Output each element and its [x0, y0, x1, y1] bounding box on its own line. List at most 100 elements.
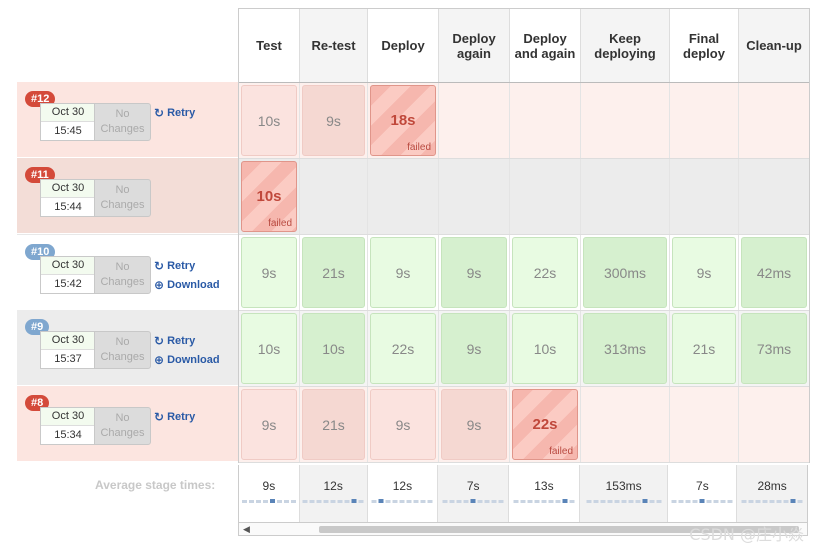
stage-duration[interactable]: 9s	[302, 85, 365, 156]
stage-duration[interactable]: 22s	[370, 313, 436, 384]
stage-cell[interactable]: 9s	[439, 235, 510, 310]
stage-duration[interactable]: 9s	[370, 389, 436, 460]
stage-cell[interactable]: 10s	[300, 311, 368, 386]
sparkline-bar	[290, 500, 296, 503]
average-value: 12s	[323, 479, 343, 493]
stage-duration[interactable]: 10s	[241, 85, 297, 156]
sparkline-bar	[783, 500, 789, 503]
scroll-left-icon[interactable]: ◀	[243, 524, 250, 534]
build-timestamp: Oct 30 15:45	[40, 103, 96, 141]
stage-duration[interactable]: 9s	[241, 389, 297, 460]
stage-duration-failed[interactable]: 18s failed	[370, 85, 436, 156]
stage-duration[interactable]: 9s	[441, 389, 507, 460]
stage-duration	[741, 85, 807, 156]
retry-link[interactable]: ↻ Retry	[154, 410, 195, 424]
retry-icon: ↻	[154, 410, 165, 424]
timing-sparkline	[302, 499, 364, 503]
sparkline-bar	[678, 500, 684, 503]
stage-cell	[739, 387, 809, 462]
stage-duration[interactable]: 10s	[241, 313, 297, 384]
stage-cell[interactable]: 9s	[239, 387, 300, 462]
stage-duration[interactable]: 21s	[302, 389, 365, 460]
stage-duration[interactable]: 21s	[302, 237, 365, 308]
stage-cell[interactable]: 9s	[368, 387, 439, 462]
download-link[interactable]: ⊕ Download	[154, 278, 220, 292]
duration-text: 313ms	[603, 340, 647, 357]
duration-text: 9s	[696, 264, 712, 281]
stage-duration[interactable]: 22s	[512, 237, 578, 308]
stage-cell[interactable]: 21s	[300, 387, 368, 462]
retry-link[interactable]: ↻ Retry	[154, 334, 195, 348]
stage-duration[interactable]: 10s	[512, 313, 578, 384]
stage-cell	[739, 83, 809, 158]
failed-flag: failed	[268, 218, 292, 229]
sparkline-bar	[371, 500, 377, 503]
stage-duration[interactable]: 9s	[370, 237, 436, 308]
scroll-thumb[interactable]	[319, 526, 799, 533]
stage-cell[interactable]: 73ms	[739, 311, 809, 386]
stage-cell[interactable]: 10s failed	[239, 159, 300, 234]
sparkline-bar	[534, 500, 540, 503]
average-row: 9s 12s 12s 7s 13s 153ms 7s 28ms	[238, 465, 808, 522]
retry-link[interactable]: ↻ Retry	[154, 259, 195, 273]
stage-duration[interactable]: 300ms	[583, 237, 667, 308]
stage-duration[interactable]: 313ms	[583, 313, 667, 384]
stage-duration[interactable]: 9s	[441, 313, 507, 384]
stage-cell[interactable]: 22s	[510, 235, 581, 310]
duration-text: 21s	[322, 416, 345, 433]
sparkline-bar	[769, 500, 775, 503]
stage-cell[interactable]: 42ms	[739, 235, 809, 310]
duration-text: 9s	[395, 416, 411, 433]
stage-duration[interactable]: 73ms	[741, 313, 807, 384]
stage-cell[interactable]: 9s	[670, 235, 739, 310]
sparkline-bar	[541, 500, 547, 503]
stage-cell[interactable]: 22s	[368, 311, 439, 386]
stage-duration[interactable]: 9s	[441, 237, 507, 308]
stage-cell[interactable]: 22s failed	[510, 387, 581, 462]
stage-cell[interactable]: 9s	[439, 311, 510, 386]
duration-text: 9s	[466, 340, 482, 357]
download-link[interactable]: ⊕ Download	[154, 353, 220, 367]
stage-duration-failed[interactable]: 10s failed	[241, 161, 297, 232]
sparkline-bar	[790, 499, 796, 503]
stage-cell[interactable]: 10s	[239, 83, 300, 158]
stage-duration[interactable]: 21s	[672, 313, 736, 384]
sparkline-bar	[302, 500, 308, 503]
timing-sparkline	[513, 499, 575, 503]
stage-duration-failed[interactable]: 22s failed	[512, 389, 578, 460]
sparkline-bar	[776, 500, 782, 503]
stage-cell[interactable]: 18s failed	[368, 83, 439, 158]
stage-duration[interactable]: 42ms	[741, 237, 807, 308]
stage-cell[interactable]: 10s	[510, 311, 581, 386]
horizontal-scrollbar[interactable]: ◀	[238, 522, 808, 536]
stage-duration[interactable]: 9s	[241, 237, 297, 308]
sparkline-bar	[649, 500, 655, 503]
sparkline-bar	[706, 500, 712, 503]
stage-cell[interactable]: 300ms	[581, 235, 670, 310]
stage-duration[interactable]: 9s	[672, 237, 736, 308]
stage-cell[interactable]: 313ms	[581, 311, 670, 386]
sparkline-bar	[527, 500, 533, 503]
stage-cell[interactable]: 9s	[439, 387, 510, 462]
action-label: Retry	[167, 411, 196, 423]
average-value: 153ms	[605, 479, 642, 493]
stage-duration[interactable]: 10s	[302, 313, 365, 384]
stage-cell[interactable]: 9s	[239, 235, 300, 310]
timing-sparkline	[442, 499, 504, 503]
stage-cell[interactable]: 10s	[239, 311, 300, 386]
stage-row: 9s 21s 9s 9s 22s failed	[239, 387, 809, 463]
stage-cell[interactable]: 9s	[300, 83, 368, 158]
build-row: #10 Oct 30 15:42 No Changes ↻ Retry ⊕ Download	[17, 234, 238, 310]
retry-link[interactable]: ↻ Retry	[154, 106, 195, 120]
duration-text: 22s	[532, 416, 558, 433]
sparkline-bar	[358, 500, 364, 503]
stage-cell[interactable]: 21s	[300, 235, 368, 310]
sparkline-bar	[762, 500, 768, 503]
stage-cell[interactable]: 21s	[670, 311, 739, 386]
sparkline-bar	[351, 499, 357, 503]
sparkline-bar	[344, 500, 350, 503]
sparkline-bar	[470, 499, 476, 503]
stage-cell	[670, 387, 739, 462]
stage-cell[interactable]: 9s	[368, 235, 439, 310]
